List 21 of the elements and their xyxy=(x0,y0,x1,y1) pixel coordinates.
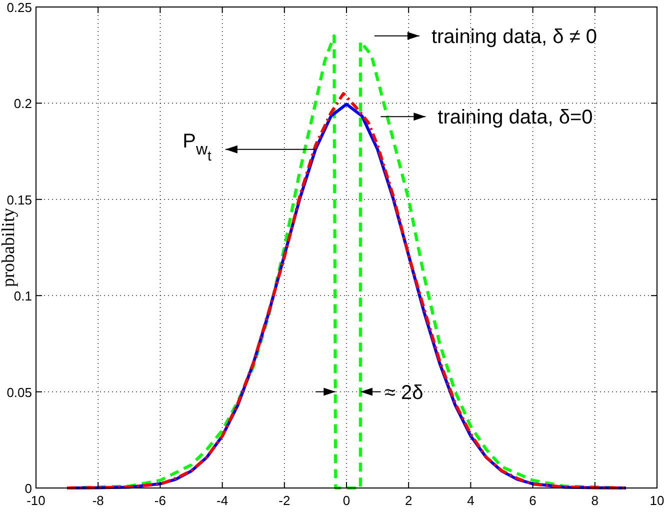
y-tick-label: 0 xyxy=(24,481,32,496)
x-tick-label: 4 xyxy=(467,493,474,508)
annotation: training data, δ=0 xyxy=(438,106,593,129)
x-tick-label: 2 xyxy=(404,493,412,508)
y-tick-label: 0.1 xyxy=(14,288,32,304)
x-tick-label: -2 xyxy=(278,493,290,508)
x-tick-label: 0 xyxy=(342,493,350,508)
x-tick-label: -10 xyxy=(26,493,46,508)
y-axis-title: probability xyxy=(0,208,18,287)
annotation: training data, δ ≠ 0 xyxy=(431,26,597,48)
x-tick-label: -4 xyxy=(216,493,228,508)
y-tick-label: 0.25 xyxy=(6,0,32,15)
y-tick-label: 0.2 xyxy=(14,96,32,112)
x-tick-label: 8 xyxy=(591,493,599,508)
x-tick-label: -6 xyxy=(154,493,166,508)
x-tick-label: 10 xyxy=(650,493,664,508)
x-tick-label: 6 xyxy=(529,493,536,508)
x-tick-label: -8 xyxy=(92,493,104,508)
y-tick-label: 0.15 xyxy=(6,192,32,208)
annotation: ≈ 2δ xyxy=(384,382,424,404)
y-tick-label: 0.05 xyxy=(6,384,32,400)
